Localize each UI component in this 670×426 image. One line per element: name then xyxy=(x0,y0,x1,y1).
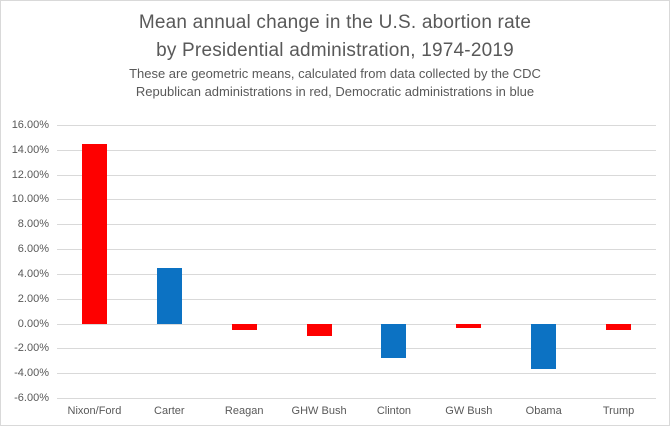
x-axis-tick-nixon-ford: Nixon/Ford xyxy=(67,405,122,417)
y-axis-tick-6-00: 6.00% xyxy=(17,243,49,256)
y-axis-tick-14-00: 14.00% xyxy=(11,143,49,156)
chart-title-line-2: by Presidential administration, 1974-201… xyxy=(156,40,514,61)
x-axis-tick-carter: Carter xyxy=(154,405,185,417)
gridline-10-00 xyxy=(57,199,656,201)
y-axis-tick-4-00: -4.00% xyxy=(14,367,49,380)
y-axis-tick-16-00: 16.00% xyxy=(11,119,49,131)
y-axis-tick-8-00: 8.00% xyxy=(17,218,49,231)
bar-carter xyxy=(156,267,182,324)
gridline-6-00 xyxy=(57,249,656,251)
x-axis-tick-trump: Trump xyxy=(602,405,635,417)
x-axis-tick-gw-bush: GW Bush xyxy=(445,405,493,417)
bar-clinton xyxy=(381,323,407,359)
bar-trump xyxy=(606,323,632,330)
gridline-6-00 xyxy=(57,398,656,399)
chart-title-line-1: Mean annual change in the U.S. abortion … xyxy=(138,12,532,33)
gridline-2-00 xyxy=(57,298,656,300)
gridline-2-00 xyxy=(57,348,656,350)
y-axis-tick-12-00: 12.00% xyxy=(11,168,49,181)
x-axis-tick-reagan: Reagan xyxy=(224,405,264,417)
y-axis-tick-10-00: 10.00% xyxy=(11,193,49,206)
gridline-4-00 xyxy=(57,273,656,275)
gridline-12-00 xyxy=(57,174,656,176)
chart-header: Mean annual change in the U.S. abortion … xyxy=(1,9,669,101)
y-axis-tick-4-00: 4.00% xyxy=(17,267,49,280)
bar-reagan xyxy=(231,323,257,330)
bar-ghw-bush xyxy=(306,323,332,336)
x-axis-tick-clinton: Clinton xyxy=(376,405,412,417)
gridline-16-00 xyxy=(57,125,656,126)
x-axis-tick-obama: Obama xyxy=(525,405,562,417)
chart-subtitle-line-1: These are geometric means, calculated fr… xyxy=(129,66,541,81)
x-axis-tick-ghw-bush: GHW Bush xyxy=(291,405,347,417)
gridline-0-00 xyxy=(57,323,656,325)
bar-nixon-ford xyxy=(81,143,107,324)
gridline-8-00 xyxy=(57,224,656,226)
gridline-4-00 xyxy=(57,373,656,375)
bar-gw-bush xyxy=(456,323,482,329)
y-axis-tick-2-00: 2.00% xyxy=(17,292,49,305)
bar-obama xyxy=(531,323,557,370)
y-axis-tick-2-00: -2.00% xyxy=(14,342,49,355)
chart-subtitle-line-2: Republican administrations in red, Democ… xyxy=(135,84,535,99)
y-axis-tick-0-00: 0.00% xyxy=(17,317,49,330)
y-axis-tick-6-00: -6.00% xyxy=(14,392,49,404)
gridline-14-00 xyxy=(57,149,656,151)
